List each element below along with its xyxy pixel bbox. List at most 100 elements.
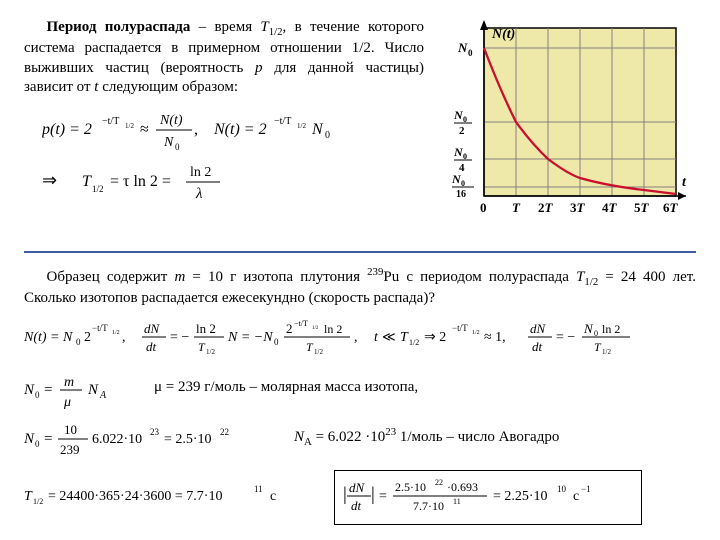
svg-text:,: , xyxy=(122,330,126,345)
svg-text:16: 16 xyxy=(456,189,466,200)
svg-text:ln 2: ln 2 xyxy=(324,322,342,336)
svg-text:|: | xyxy=(343,484,347,505)
svg-text:22: 22 xyxy=(435,478,443,487)
svg-text:= 2.5·10: = 2.5·10 xyxy=(164,432,212,447)
svg-text:dN: dN xyxy=(144,321,161,336)
svg-text:1/2: 1/2 xyxy=(92,184,104,194)
avogadro-definition: NA = 6.022 ·1023 1/моль – число Авогадро xyxy=(294,425,696,449)
svg-text:11: 11 xyxy=(453,497,461,506)
formula-N0-value: N 0 = 10 239 6.022·10 23 = 2.5·10 22 xyxy=(24,417,274,464)
svg-text:−t/T: −t/T xyxy=(92,323,108,333)
svg-text:N(t) = 2: N(t) = 2 xyxy=(213,121,267,138)
svg-text:≪: ≪ xyxy=(382,329,396,344)
svg-text:T: T xyxy=(306,340,314,354)
svg-text:T: T xyxy=(512,200,521,215)
svg-text:1/2: 1/2 xyxy=(112,330,120,336)
formula-probability: p(t) = 2 −t/T 1/2 ≈ N(t) N 0 , N(t) = 2 … xyxy=(42,106,424,152)
decay-chart: N 0 N 0 2 N 0 4 N 0 16 0 T 2T 3T 4T 5T 6… xyxy=(438,18,696,241)
formula-T-seconds: T 1/2 = 24400·365·24·3600 = 7.7·10 11 c xyxy=(24,482,304,513)
svg-text:2.5·10: 2.5·10 xyxy=(395,480,426,494)
svg-text:|: | xyxy=(371,484,375,505)
separator xyxy=(24,251,696,253)
svg-text:1/2: 1/2 xyxy=(297,122,306,130)
svg-text:−t/T: −t/T xyxy=(274,116,291,127)
mu-definition: μ = 239 г/моль – молярная масса изотопа, xyxy=(154,378,696,398)
svg-text:0: 0 xyxy=(35,439,40,449)
svg-text:= 2.25·10: = 2.25·10 xyxy=(493,489,548,504)
svg-text:1/2: 1/2 xyxy=(602,348,611,356)
svg-text:= 24400·365·24·3600 = 7.7·10: = 24400·365·24·3600 = 7.7·10 xyxy=(48,489,222,504)
svg-text:·0.693: ·0.693 xyxy=(447,480,478,494)
svg-text:−t/T: −t/T xyxy=(102,116,119,127)
svg-text:6T: 6T xyxy=(663,200,679,215)
svg-text:N: N xyxy=(24,431,35,447)
lead-bold: Период полураспада xyxy=(47,19,191,35)
svg-text:ln 2: ln 2 xyxy=(190,165,211,180)
svg-text:N(t): N(t) xyxy=(159,113,183,128)
svg-text:1/2: 1/2 xyxy=(206,348,215,356)
svg-text:0: 0 xyxy=(76,337,81,347)
svg-text:2: 2 xyxy=(459,125,465,137)
svg-text:0: 0 xyxy=(175,142,180,152)
svg-text:m: m xyxy=(64,375,74,390)
svg-text:1/2: 1/2 xyxy=(409,338,419,347)
svg-text:≈ 1,: ≈ 1, xyxy=(484,330,506,345)
svg-text:dt: dt xyxy=(146,339,157,354)
svg-text:A: A xyxy=(99,390,107,401)
svg-text:0: 0 xyxy=(274,337,279,347)
svg-text:dt: dt xyxy=(532,339,543,354)
svg-text:0: 0 xyxy=(480,200,487,215)
svg-text:23: 23 xyxy=(150,427,160,437)
svg-text:1/2: 1/2 xyxy=(312,326,319,331)
svg-text:≈: ≈ xyxy=(140,121,149,138)
svg-text:T: T xyxy=(198,340,206,354)
svg-text:N: N xyxy=(163,135,174,150)
svg-text:⇒ 2: ⇒ 2 xyxy=(424,330,446,345)
svg-text:N: N xyxy=(583,321,594,336)
svg-text:=: = xyxy=(44,431,52,447)
svg-text:6.022·10: 6.022·10 xyxy=(92,432,142,447)
svg-text:2T: 2T xyxy=(538,200,554,215)
svg-text:dN: dN xyxy=(530,321,547,336)
svg-text:λ: λ xyxy=(195,186,203,202)
svg-text:p(t) = 2: p(t) = 2 xyxy=(42,121,92,138)
derivation-row-1: N(t) = N 0 2 −t/T 1/2 , dN dt = − ln 2 T… xyxy=(24,317,696,362)
svg-text:0: 0 xyxy=(468,48,473,58)
svg-text:N: N xyxy=(311,121,324,138)
svg-text:1/2: 1/2 xyxy=(125,122,134,130)
svg-text:μ: μ xyxy=(63,395,71,410)
svg-text:t: t xyxy=(682,175,687,190)
svg-text:= −: = − xyxy=(556,330,575,345)
svg-text:2: 2 xyxy=(84,330,91,345)
svg-text:T: T xyxy=(400,330,409,345)
svg-text:dt: dt xyxy=(351,498,362,513)
svg-text:4T: 4T xyxy=(602,200,618,215)
svg-text:⇒: ⇒ xyxy=(42,170,57,190)
svg-text:=: = xyxy=(44,382,52,398)
svg-text:dN: dN xyxy=(349,480,366,495)
definition-paragraph: Период полураспада – время T1/2, в течен… xyxy=(24,18,424,98)
formula-result-boxed: | dN dt | = 2.5·10 22 ·0.693 7.7·10 11 =… xyxy=(334,470,642,525)
svg-text:= −: = − xyxy=(170,330,189,345)
svg-text:,: , xyxy=(194,121,198,138)
formula-N0-mu: N 0 = m μ N A xyxy=(24,368,134,417)
svg-text:1/2: 1/2 xyxy=(472,330,480,336)
svg-text:N: N xyxy=(457,40,468,55)
svg-text:N(t): N(t) xyxy=(491,27,515,42)
svg-text:3T: 3T xyxy=(570,200,586,215)
svg-text:N: N xyxy=(87,382,99,398)
svg-text:−t/T: −t/T xyxy=(294,319,308,328)
svg-text:10: 10 xyxy=(64,422,77,437)
svg-text:ln 2: ln 2 xyxy=(196,321,216,336)
svg-text:1/2: 1/2 xyxy=(33,497,43,506)
svg-text:N(t) = N: N(t) = N xyxy=(24,330,73,345)
svg-text:c: c xyxy=(270,489,276,504)
svg-text:N: N xyxy=(24,382,35,398)
svg-text:=: = xyxy=(379,489,387,504)
svg-text:0: 0 xyxy=(325,130,330,141)
problem-statement: Образец содержит m = 10 г изотопа плутон… xyxy=(24,265,696,309)
svg-text:T: T xyxy=(594,340,602,354)
svg-text:c: c xyxy=(573,489,579,504)
svg-text:2: 2 xyxy=(286,321,293,336)
svg-text:N = −N: N = −N xyxy=(227,330,273,345)
